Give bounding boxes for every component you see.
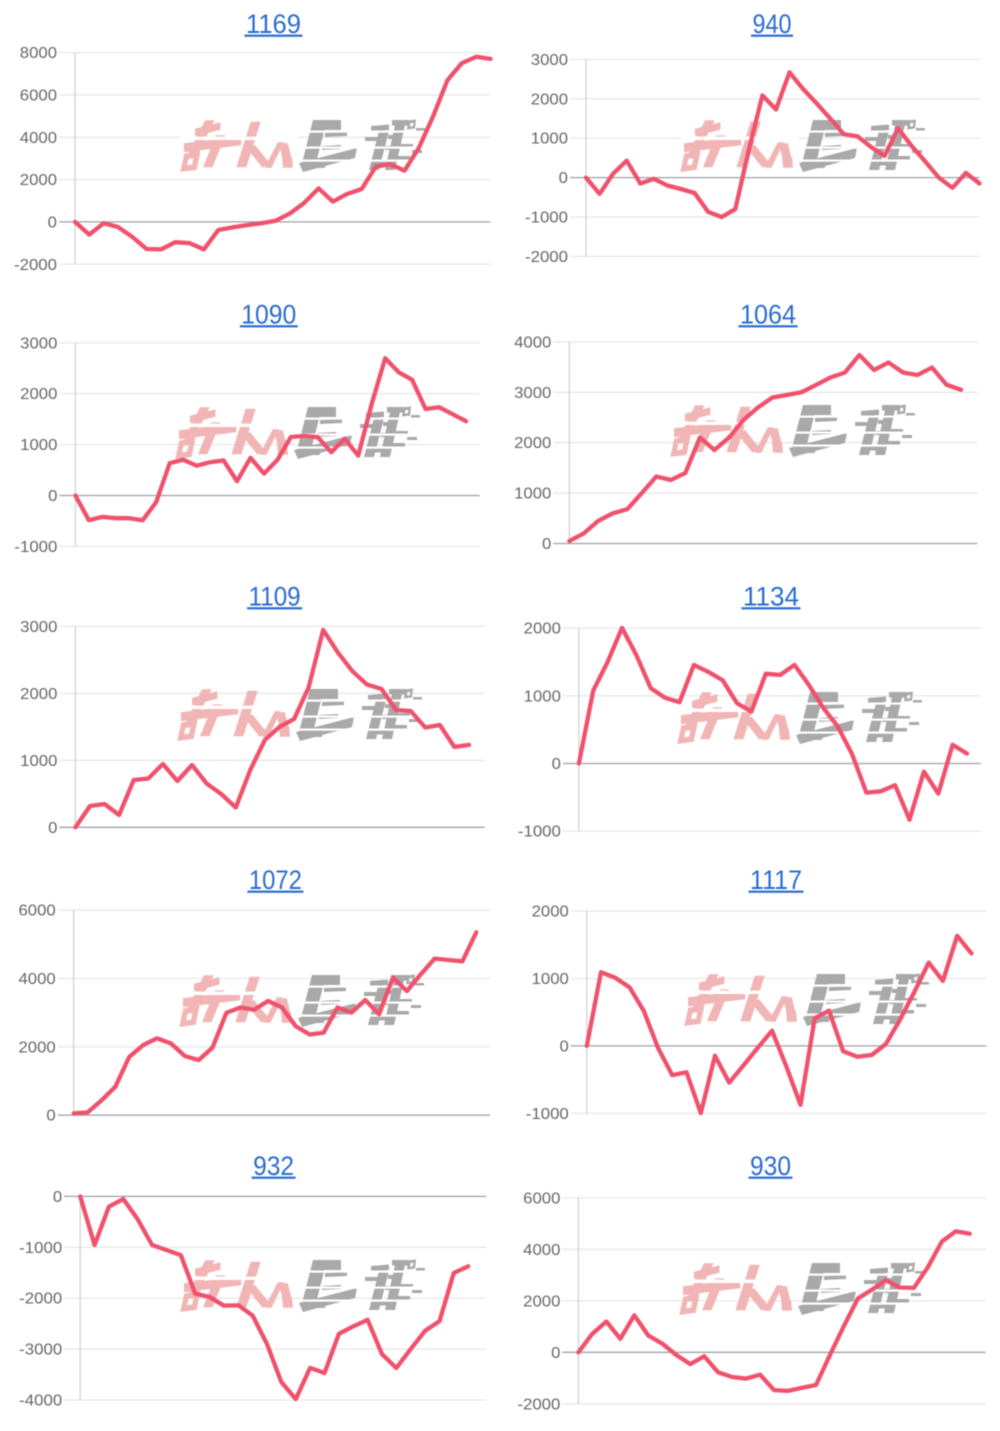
svg-text:6000: 6000 (523, 1190, 561, 1207)
svg-text:1000: 1000 (514, 486, 552, 503)
svg-text:4000: 4000 (523, 1242, 561, 1259)
svg-text:2000: 2000 (523, 1293, 561, 1310)
svg-text:1000: 1000 (20, 753, 58, 770)
svg-text:1169: 1169 (246, 9, 301, 39)
svg-text:2000: 2000 (20, 172, 58, 189)
svg-text:0: 0 (48, 488, 58, 505)
svg-text:930: 930 (750, 1151, 791, 1181)
svg-text:4000: 4000 (20, 130, 58, 147)
svg-text:1117: 1117 (750, 865, 802, 895)
svg-text:1000: 1000 (531, 131, 569, 148)
svg-text:4000: 4000 (19, 971, 57, 988)
svg-text:-2000: -2000 (525, 249, 568, 266)
svg-text:4000: 4000 (514, 334, 552, 351)
svg-text:0: 0 (48, 214, 58, 231)
svg-text:0: 0 (560, 1038, 570, 1055)
svg-text:8000: 8000 (20, 45, 58, 62)
svg-text:1000: 1000 (532, 971, 570, 988)
svg-text:-1000: -1000 (14, 539, 57, 556)
svg-text:2000: 2000 (514, 435, 552, 452)
svg-text:6000: 6000 (19, 903, 57, 920)
svg-text:6000: 6000 (20, 87, 58, 104)
svg-text:2000: 2000 (524, 621, 562, 638)
svg-text:0: 0 (552, 756, 562, 773)
svg-text:-3000: -3000 (19, 1342, 62, 1359)
svg-text:1000: 1000 (524, 688, 562, 705)
svg-text:3000: 3000 (514, 385, 552, 402)
svg-text:2000: 2000 (532, 904, 570, 921)
svg-text:0: 0 (559, 170, 569, 187)
svg-text:2000: 2000 (19, 1039, 57, 1056)
svg-text:0: 0 (53, 1189, 63, 1206)
svg-text:-1000: -1000 (19, 1240, 62, 1257)
svg-text:-2000: -2000 (14, 257, 57, 274)
svg-text:0: 0 (46, 1108, 56, 1125)
svg-text:0: 0 (542, 536, 552, 553)
svg-text:0: 0 (48, 820, 58, 837)
svg-text:932: 932 (253, 1151, 294, 1181)
svg-text:-4000: -4000 (19, 1393, 62, 1410)
svg-text:3000: 3000 (20, 619, 58, 636)
svg-text:1109: 1109 (249, 582, 301, 612)
svg-text:2000: 2000 (20, 386, 58, 403)
svg-text:3000: 3000 (531, 52, 569, 69)
svg-text:-2000: -2000 (517, 1396, 560, 1413)
svg-text:-1000: -1000 (526, 1106, 569, 1123)
svg-text:1072: 1072 (249, 865, 302, 895)
svg-text:2000: 2000 (531, 91, 569, 108)
svg-text:0: 0 (551, 1345, 561, 1362)
svg-text:-1000: -1000 (525, 210, 568, 227)
svg-text:2000: 2000 (20, 686, 58, 703)
svg-text:1064: 1064 (740, 300, 796, 330)
svg-text:-2000: -2000 (19, 1291, 62, 1308)
svg-text:1000: 1000 (20, 437, 58, 454)
svg-text:-1000: -1000 (518, 824, 561, 841)
svg-text:1134: 1134 (743, 582, 799, 612)
svg-text:3000: 3000 (20, 335, 58, 352)
svg-text:1090: 1090 (241, 300, 296, 330)
svg-text:940: 940 (753, 9, 792, 39)
